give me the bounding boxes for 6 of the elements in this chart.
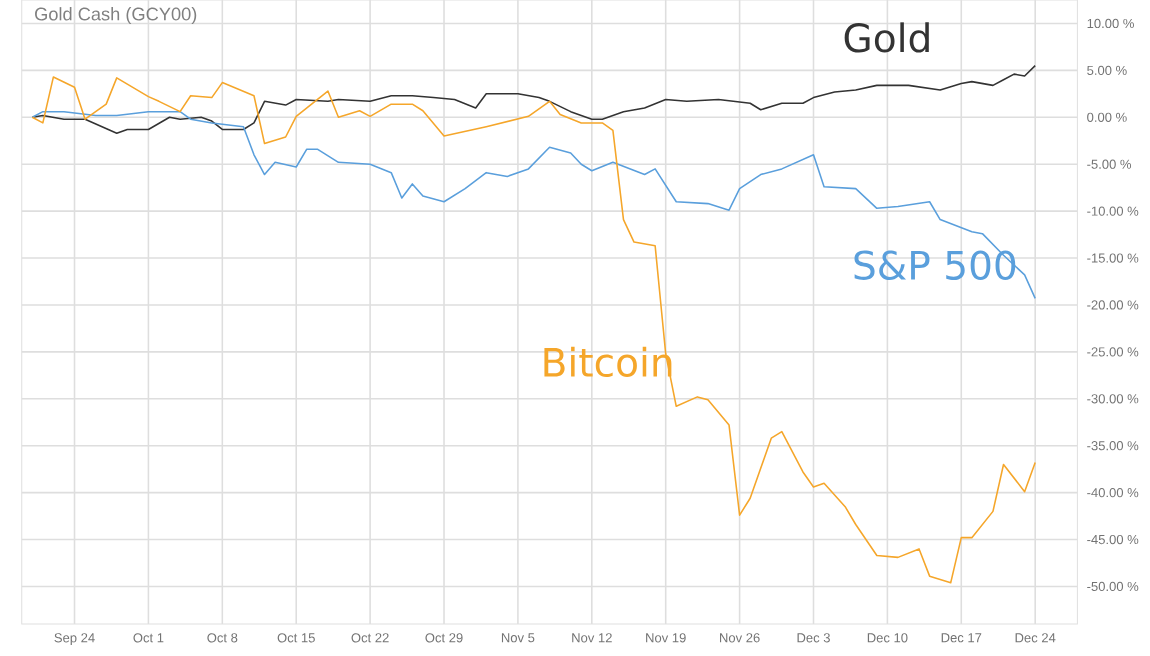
line-series [31, 65, 1036, 135]
series-label: S&P 500 [854, 250, 1016, 281]
series-label: Gold [844, 22, 929, 53]
line-series [31, 111, 1036, 300]
chart-title: Gold Cash (GCY00) [35, 7, 197, 25]
line-series [31, 76, 1036, 584]
